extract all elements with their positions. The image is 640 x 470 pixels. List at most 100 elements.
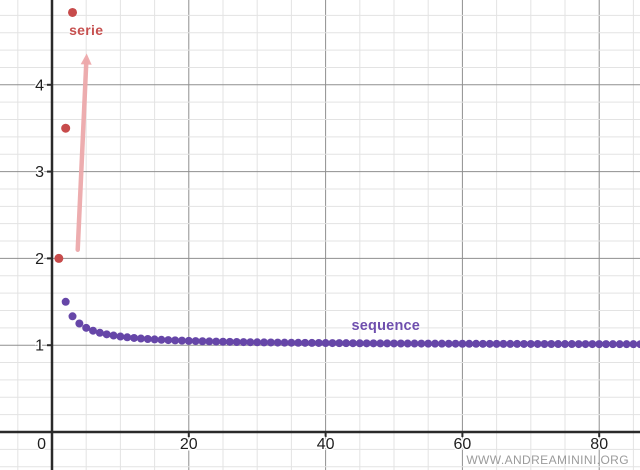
sequence-point: [273, 338, 282, 347]
x-tick-label: 0: [37, 436, 46, 453]
sequence-point: [321, 339, 330, 348]
sequence-point: [369, 339, 378, 348]
sequence-point: [116, 332, 125, 341]
arrow-head: [80, 53, 92, 65]
sequence-point: [314, 338, 323, 347]
sequence-point: [75, 319, 84, 328]
sequence-point: [622, 340, 631, 349]
sequence-point: [109, 331, 118, 340]
sequence-point: [506, 339, 515, 348]
sequence-point: [390, 339, 398, 348]
sequence-point: [164, 336, 173, 345]
sequence-point: [499, 339, 508, 348]
sequence-point: [95, 328, 104, 337]
sequence-point: [403, 339, 412, 348]
sequence-point: [89, 326, 98, 335]
sequence-point: [554, 340, 563, 349]
serie-label: serie: [69, 22, 104, 39]
sequence-point: [191, 337, 200, 346]
sequence-point: [171, 336, 180, 345]
sequence-point: [355, 339, 364, 348]
sequence-point: [485, 339, 494, 348]
sequence-point: [526, 339, 535, 348]
sequence-point: [629, 340, 638, 349]
sequence-point: [540, 339, 549, 348]
sequence-point: [143, 335, 152, 344]
sequence-point: [150, 335, 159, 344]
serie-point: [61, 123, 71, 133]
sequence-point: [595, 340, 604, 349]
x-tick-label: 60: [454, 436, 472, 453]
sequence-point: [472, 339, 481, 348]
sequence-point: [602, 340, 611, 349]
serie-point: [54, 253, 64, 263]
x-tick-label: 20: [180, 436, 198, 453]
sequence-point: [458, 339, 467, 348]
sequence-point: [335, 339, 344, 348]
sequence-point: [547, 340, 556, 349]
sequence-point: [376, 339, 385, 348]
sequence-point: [301, 338, 310, 347]
sequence-point: [581, 340, 590, 349]
x-tick-label: 80: [590, 436, 608, 453]
sequence-point: [513, 339, 522, 348]
sequence-point: [492, 339, 501, 348]
sequence-label: sequence: [351, 318, 421, 335]
sequence-point: [342, 339, 351, 348]
serie-point: [68, 7, 78, 17]
sequence-point: [212, 337, 221, 346]
sequence-point: [567, 340, 576, 349]
sequence-point: [561, 340, 569, 349]
sequence-point: [68, 312, 77, 321]
y-tick-label: 4: [35, 77, 44, 94]
sequence-point: [431, 339, 440, 348]
watermark-text: WWW.ANDREAMININI.ORG: [466, 453, 629, 467]
y-tick-label: 1: [35, 338, 44, 355]
sequence-point: [588, 340, 597, 349]
sequence-point: [451, 339, 460, 348]
sequence-point: [219, 337, 227, 346]
sequence-point: [533, 339, 542, 348]
sequence-point: [102, 330, 111, 339]
sequence-point: [294, 338, 303, 347]
sequence-point: [396, 339, 405, 348]
sequence-point: [225, 337, 234, 346]
sequence-point: [410, 339, 419, 348]
sequence-point: [177, 336, 186, 345]
sequence-point: [82, 323, 91, 332]
y-tick-label: 2: [35, 251, 44, 268]
sequence-point: [130, 333, 139, 342]
sequence-point: [417, 339, 426, 348]
sequence-point: [574, 340, 583, 349]
sequence-point: [61, 297, 70, 306]
sequence-point: [519, 339, 528, 348]
sequence-point: [253, 338, 262, 347]
sequence-point: [239, 338, 248, 347]
sequence-point: [478, 339, 487, 348]
sequence-point: [608, 340, 617, 349]
sequence-point: [424, 339, 433, 348]
sequence-point: [136, 334, 145, 343]
sequence-point: [307, 338, 316, 347]
sequence-point: [465, 339, 474, 348]
sequence-point: [328, 339, 337, 348]
sequence-point: [636, 340, 640, 349]
sequence-point: [260, 338, 269, 347]
sequence-point: [280, 338, 289, 347]
sequence-point: [348, 339, 357, 348]
sequence-point: [444, 339, 453, 348]
arrow-line: [75, 58, 89, 252]
sequence-point: [246, 338, 255, 347]
sequence-point: [615, 340, 624, 349]
x-tick-label: 40: [317, 436, 335, 453]
y-tick-label: 3: [35, 164, 44, 181]
sequence-point: [198, 337, 207, 346]
sequence-point: [157, 335, 166, 344]
sequence-point: [362, 339, 371, 348]
sequence-point: [437, 339, 446, 348]
sequence-point: [205, 337, 214, 346]
sequence-point: [123, 333, 132, 342]
sequence-point: [287, 338, 296, 347]
